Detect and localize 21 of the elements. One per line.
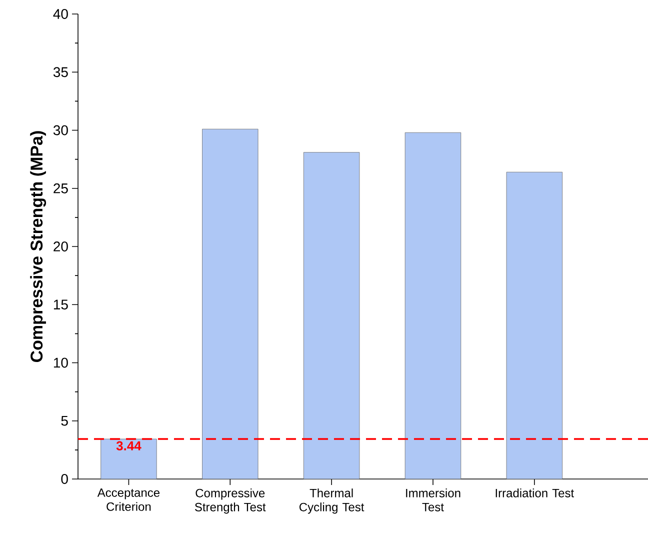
bar: [404, 132, 462, 480]
bar: [202, 128, 258, 480]
y-tick-label: 20: [54, 242, 68, 252]
bar: [506, 172, 562, 480]
y-tick-label: 30: [53, 125, 68, 136]
y-tick-label: 5: [61, 416, 68, 426]
bar: [100, 438, 157, 480]
x-tick-label: Irradiation Test: [496, 488, 574, 498]
y-tick-label: 40: [53, 9, 68, 19]
y-tick-label: 35: [53, 67, 68, 78]
y-tick-label: 10: [54, 358, 68, 368]
y-tick-label: 0: [61, 474, 68, 484]
x-tick-label: Compressive Strength Test: [195, 488, 266, 514]
y-tick-label: 25: [54, 183, 68, 194]
x-tick-label: Acceptance Criterion: [97, 488, 160, 511]
x-tick-label: Immersion Test: [406, 488, 460, 512]
ref-line-label: 3.44: [116, 441, 142, 450]
y-axis-title: Compressive Strength (MPa): [30, 131, 46, 362]
bar: [303, 152, 360, 480]
x-tick-label: Thermal Cycling Test: [299, 488, 364, 514]
y-tick-label: 15: [54, 300, 68, 310]
